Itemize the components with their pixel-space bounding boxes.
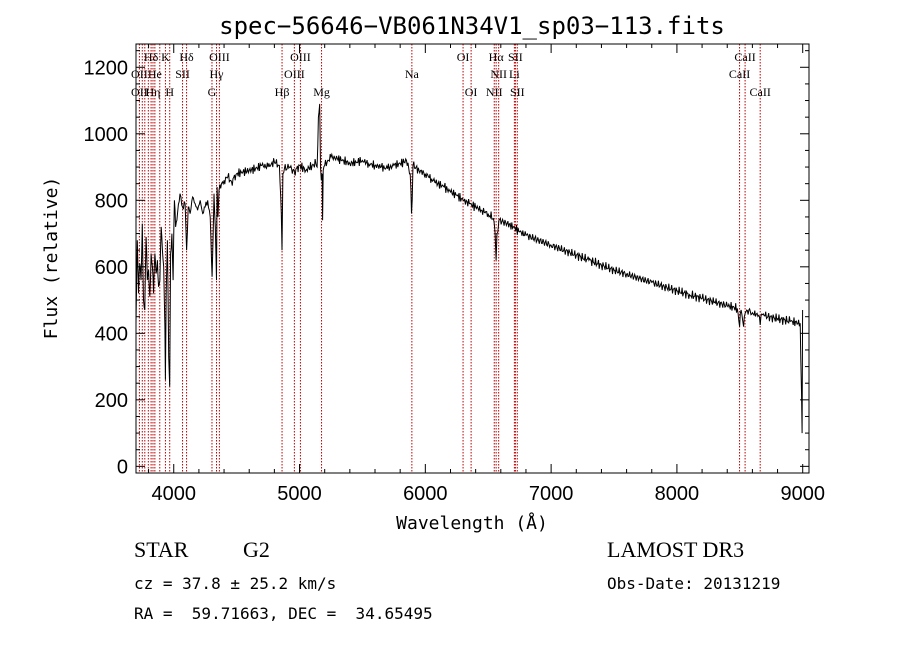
y-tick-label: 800	[95, 190, 128, 212]
line-label: OII	[131, 85, 148, 99]
survey-name: LAMOST DR3	[607, 537, 745, 562]
line-label: He	[148, 67, 162, 81]
line-label: Hη	[146, 85, 161, 99]
y-axis-label: Flux (relative)	[41, 177, 62, 340]
line-label: OIII	[290, 50, 311, 64]
line-label: CaII	[729, 67, 750, 81]
x-axis: 4000 5000 6000 7000 8000 9000	[148, 44, 825, 505]
y-tick-label: 400	[95, 323, 128, 345]
line-label: OII	[131, 67, 148, 81]
object-subclass: G2	[243, 537, 270, 562]
line-label: H	[165, 85, 174, 99]
y-tick-label: 600	[95, 257, 128, 279]
line-label: Li	[509, 67, 520, 81]
x-tick-label: 8000	[655, 483, 700, 505]
x-tick-label: 7000	[529, 483, 574, 505]
x-tick-label: 5000	[277, 483, 322, 505]
line-label: SII	[175, 67, 190, 81]
line-label: Hδ	[179, 50, 194, 64]
line-label: NII	[486, 85, 503, 99]
line-label: OIII	[284, 67, 305, 81]
marker-lines	[138, 44, 761, 473]
line-label: Mg	[313, 85, 330, 99]
line-label: G	[208, 85, 217, 99]
plot-frame	[135, 43, 810, 474]
line-label: Hδ	[144, 50, 159, 64]
chart-title: spec−56646−VB061N34V1_sp03−113.fits	[219, 12, 725, 40]
line-label: OIII	[209, 50, 230, 64]
y-tick-label: 1000	[84, 124, 129, 146]
line-label: K	[161, 50, 170, 64]
observation-date: Obs-Date: 20131219	[607, 574, 781, 593]
line-label: SII	[508, 50, 523, 64]
line-label: Na	[405, 67, 420, 81]
object-class: STAR	[134, 537, 189, 562]
redshift-value: cz = 37.8 ± 25.2 km/s	[134, 574, 337, 593]
x-tick-label: 4000	[151, 483, 196, 505]
line-label: OI	[465, 85, 478, 99]
line-label: Hα	[489, 50, 505, 64]
y-tick-label: 1200	[84, 57, 129, 79]
x-tick-label: 6000	[403, 483, 448, 505]
line-label: CaII	[750, 85, 771, 99]
y-tick-label: 0	[117, 456, 128, 478]
line-label: Hγ	[210, 67, 225, 81]
y-axis: 0 200 400 600 800 1000 1200	[84, 50, 809, 478]
spectrum-line	[135, 103, 804, 434]
x-tick-label: 9000	[780, 483, 825, 505]
line-label: OI	[457, 50, 470, 64]
coordinates: RA = 59.71663, DEC = 34.65495	[134, 604, 433, 623]
line-label: SII	[510, 85, 525, 99]
line-label: CaII	[734, 50, 755, 64]
line-label: Hβ	[275, 85, 290, 99]
line-label: NII	[490, 67, 507, 81]
x-axis-label: Wavelength (Å)	[396, 512, 548, 534]
y-tick-label: 200	[95, 390, 128, 412]
